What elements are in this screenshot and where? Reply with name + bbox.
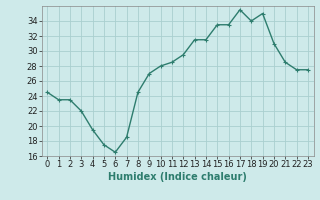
X-axis label: Humidex (Indice chaleur): Humidex (Indice chaleur) xyxy=(108,172,247,182)
